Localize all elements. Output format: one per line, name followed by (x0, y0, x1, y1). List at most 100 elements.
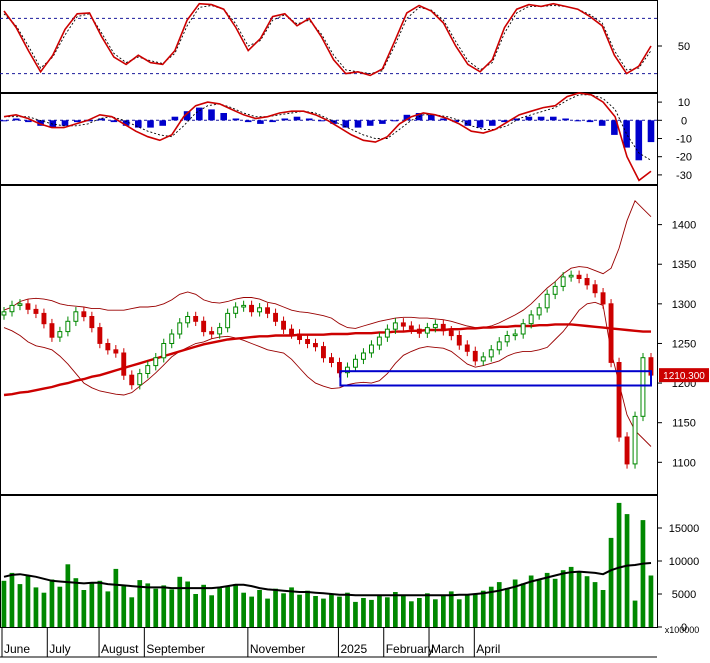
macd-histogram-bar (403, 114, 411, 121)
candle-body (145, 365, 151, 375)
macd-histogram-bar (196, 107, 203, 121)
macd-histogram-bar (354, 120, 362, 128)
volume-bar (313, 596, 318, 627)
price-tick-label: 1350 (672, 259, 696, 271)
volume-bar (616, 502, 622, 627)
volume-tick-label: 0 (681, 622, 687, 634)
candle-body (225, 312, 231, 329)
macd-histogram-bar (623, 120, 630, 148)
price-tick-label: 1150 (672, 418, 696, 430)
bollinger-upper-band (3, 200, 652, 329)
volume-bar (49, 579, 55, 627)
volume-bar (552, 578, 558, 627)
volume-bar (57, 586, 63, 627)
volume-bar (329, 594, 334, 627)
candle-body (448, 330, 454, 337)
candle-body (632, 415, 638, 465)
price-tick-label: 1100 (672, 457, 696, 469)
macd-histogram-bar (489, 120, 496, 126)
x-axis-label: February (386, 642, 434, 656)
macd-histogram-bar (183, 111, 191, 121)
candle-body (329, 357, 334, 364)
volume-bar (417, 598, 422, 627)
candle-body (153, 357, 159, 367)
candle-body (185, 316, 191, 324)
volume-bar (337, 596, 342, 627)
macd-histogram-bar (598, 120, 606, 126)
candle-body (576, 274, 582, 279)
volume-bar (504, 588, 510, 627)
candle-body (608, 303, 614, 363)
macd-tick-label: -20 (676, 152, 692, 164)
volume-bar (25, 575, 31, 627)
volume-bar (73, 578, 79, 627)
volume-bar (472, 594, 478, 627)
macd-histogram-bar (208, 109, 215, 121)
macd-histogram-bar (305, 118, 313, 121)
macd-histogram-bar (366, 120, 374, 126)
macd-histogram-bar (537, 116, 545, 121)
volume-bar (464, 595, 470, 627)
macd-panel-frame (0, 93, 658, 185)
volume-bar (225, 586, 230, 627)
volume-bar (281, 593, 286, 627)
macd-histogram-bar (525, 116, 533, 121)
candle-body (289, 328, 295, 335)
volume-tick-label: 5000 (672, 589, 696, 601)
macd-histogram-bar (501, 120, 508, 123)
volume-bar (433, 599, 438, 627)
macd-tick-label: 10 (678, 97, 690, 109)
candle-body (560, 276, 566, 287)
volume-bar (385, 597, 390, 627)
macd-histogram-bar (0, 120, 8, 122)
volume-bar (65, 564, 71, 627)
candle-body (113, 349, 119, 354)
macd-histogram-bar (257, 120, 264, 124)
volume-bar (305, 590, 310, 627)
volume-bar (265, 598, 270, 627)
candle-body (161, 343, 167, 359)
volume-bar (241, 592, 246, 627)
candle-body (408, 325, 414, 330)
candle-body (369, 344, 374, 354)
volume-bar (576, 572, 582, 627)
candle-body (241, 304, 247, 308)
macd-histogram-bar (171, 116, 179, 121)
candle-body (233, 306, 239, 314)
volume-bar (185, 581, 190, 627)
macd-histogram-bar (391, 120, 398, 122)
volume-bar (129, 597, 135, 627)
stoch-panel-frame (0, 0, 658, 93)
support-zone-box (339, 370, 652, 387)
last-price-label: 1210.300 (663, 371, 705, 382)
candle-body (361, 352, 366, 360)
volume-bar (153, 588, 159, 627)
candle-body (640, 357, 646, 417)
volume-bar (441, 595, 446, 627)
macd-histogram-bar (550, 116, 557, 121)
volume-bar (105, 591, 111, 627)
macd-histogram-bar (232, 118, 240, 121)
volume-bar (273, 588, 278, 627)
macd-histogram-bar (110, 120, 118, 123)
volume-bar (584, 576, 590, 627)
candle-body (81, 311, 87, 318)
volume-tick-label: 10000 (669, 556, 700, 568)
macd-histogram-bar (12, 118, 20, 121)
macd-histogram-bar (293, 116, 301, 121)
volume-bar (592, 582, 598, 627)
candle-body (416, 328, 422, 334)
volume-bar (89, 582, 95, 627)
volume-bar (353, 601, 358, 627)
candle-body (568, 274, 574, 278)
candle-body (528, 314, 534, 325)
volume-bar (488, 586, 494, 627)
candle-body (49, 323, 55, 338)
volume-bar (1, 580, 7, 627)
volume-bar (169, 589, 175, 627)
candle-body (177, 322, 183, 335)
volume-bar (377, 594, 382, 627)
moving-average-line (3, 323, 651, 397)
price-tick-label: 1250 (672, 338, 696, 350)
last-price-box (659, 368, 709, 383)
